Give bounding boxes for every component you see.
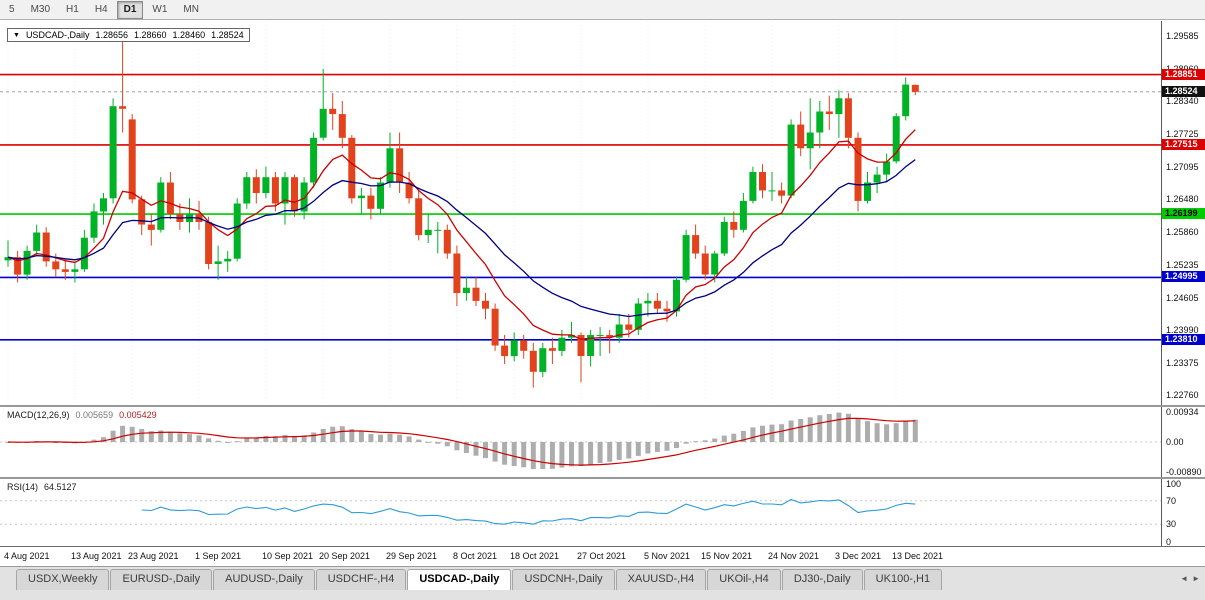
price-axis-label: 1.23990	[1166, 325, 1199, 335]
date-axis-label: 18 Oct 2021	[510, 551, 560, 561]
price-badge: 1.28524	[1162, 86, 1205, 97]
price-axis-label: 1.22760	[1166, 390, 1199, 400]
rsi-axis-label: 30	[1166, 519, 1177, 529]
date-axis-label: 24 Nov 2021	[768, 551, 820, 561]
chart-tab-bar: USDX,Weekly EURUSD-,Daily AUDUSD-,Daily USD…	[0, 566, 1205, 600]
date-axis[interactable]: 4 Aug 2021 13 Aug 2021 23 Aug 2021 1 Sep 20…	[0, 546, 1205, 566]
timeframe-button-mn[interactable]: MN	[183, 3, 199, 15]
macd-label: MACD(12,26,9) 0.005659 0.005429	[7, 410, 157, 420]
macd-axis[interactable]: 0.00934 0.00 -0.00890	[1161, 407, 1205, 477]
chart-tab-ukoil-h4[interactable]: UKOil-,H4	[707, 569, 781, 590]
timeframe-button-5[interactable]: 5	[9, 3, 15, 15]
date-axis-label: 5 Nov 2021	[644, 551, 691, 561]
timeframe-button-d1[interactable]: D1	[116, 0, 144, 19]
rsi-panel[interactable]: RSI(14) 64.5127 100 70 30 0	[0, 479, 1205, 547]
price-axis-label: 1.27095	[1166, 162, 1199, 172]
macd-axis-label: 0.00	[1166, 437, 1184, 447]
macd-panel[interactable]: MACD(12,26,9) 0.005659 0.005429 0.00934 0…	[0, 407, 1205, 477]
panel-splitter[interactable]	[0, 477, 1205, 479]
ohlc-low: 1.28460	[172, 30, 206, 40]
macd-chart[interactable]	[0, 407, 1161, 477]
date-axis-label: 29 Sep 2021	[386, 551, 438, 561]
date-axis-label: 4 Aug 2021	[4, 551, 50, 561]
price-axis-label: 1.28340	[1166, 96, 1199, 106]
price-axis-label: 1.29585	[1166, 31, 1199, 41]
price-axis-label: 1.26480	[1166, 194, 1199, 204]
price-badge: 1.24995	[1162, 271, 1205, 282]
chart-tab-eurusd-daily[interactable]: EURUSD-,Daily	[110, 569, 213, 590]
macd-signal-value: 0.005429	[119, 410, 157, 420]
price-badge: 1.27515	[1162, 139, 1205, 150]
macd-axis-label: 0.00934	[1166, 407, 1199, 417]
price-axis-label: 1.23375	[1166, 358, 1199, 368]
ohlc-open: 1.28656	[95, 30, 128, 40]
price-badge: 1.28851	[1162, 69, 1205, 80]
chart-tab-audusd-daily[interactable]: AUDUSD-,Daily	[213, 569, 315, 590]
date-axis-label: 15 Nov 2021	[701, 551, 753, 561]
timeframe-button-h4[interactable]: H4	[94, 3, 108, 15]
date-axis-label: 23 Aug 2021	[128, 551, 179, 561]
rsi-label: RSI(14) 64.5127	[7, 482, 77, 492]
date-axis-label: 1 Sep 2021	[195, 551, 242, 561]
chart-tab-xauusd-h4[interactable]: XAUUSD-,H4	[615, 569, 707, 590]
price-axis[interactable]: 1.295851.289601.283401.277251.270951.264…	[1161, 21, 1205, 405]
rsi-chart[interactable]	[0, 479, 1161, 546]
date-axis-label: 10 Sep 2021	[262, 551, 314, 561]
timeframe-button-m30[interactable]: M30	[30, 3, 51, 15]
chart-tab-usdcad-daily[interactable]: USDCAD-,Daily	[407, 569, 512, 590]
price-axis-label: 1.25235	[1166, 260, 1199, 270]
chart-tab-dj30-daily[interactable]: DJ30-,Daily	[781, 569, 863, 590]
tabs-scroll-left-icon[interactable]: ◄	[1180, 574, 1189, 583]
main-chart-panel[interactable]: ▼ USDCAD-,Daily 1.28656 1.28660 1.28460 …	[0, 21, 1205, 405]
date-axis-label: 27 Oct 2021	[577, 551, 627, 561]
price-axis-label: 1.24605	[1166, 293, 1199, 303]
macd-value: 0.005659	[75, 410, 114, 420]
price-badge: 1.23810	[1162, 334, 1205, 345]
price-axis-label: 1.25860	[1166, 227, 1199, 237]
timeframe-button-w1[interactable]: W1	[152, 3, 168, 15]
rsi-axis-label: 100	[1166, 479, 1182, 489]
chart-tab-usdx-weekly[interactable]: USDX,Weekly	[16, 569, 110, 590]
macd-axis-label: -0.00890	[1166, 467, 1202, 477]
chart-tab-usdcnh-daily[interactable]: USDCNH-,Daily	[512, 569, 615, 590]
date-axis-label: 13 Dec 2021	[892, 551, 944, 561]
ohlc-close: 1.28524	[211, 30, 244, 40]
timeframe-button-h1[interactable]: H1	[66, 3, 79, 15]
rsi-axis-label: 0	[1166, 537, 1172, 547]
date-axis-label: 8 Oct 2021	[453, 551, 498, 561]
rsi-axis[interactable]: 100 70 30 0	[1161, 479, 1205, 547]
timeframe-toolbar: 5 M30 H1 H4 D1 W1 MN	[0, 0, 1205, 20]
price-axis-label: 1.27725	[1166, 129, 1199, 139]
date-axis-label: 20 Sep 2021	[319, 551, 371, 561]
symbol-header[interactable]: ▼ USDCAD-,Daily 1.28656 1.28660 1.28460 …	[7, 28, 250, 42]
ohlc-high: 1.28660	[134, 30, 167, 40]
candlestick-chart[interactable]	[0, 21, 1161, 405]
rsi-axis-label: 70	[1166, 496, 1177, 506]
panel-splitter[interactable]	[0, 405, 1205, 407]
date-axis-label: 3 Dec 2021	[835, 551, 882, 561]
tabs-scroll-right-icon[interactable]: ►	[1192, 574, 1200, 583]
date-axis-label: 13 Aug 2021	[71, 551, 122, 561]
symbol-title: USDCAD-,Daily	[25, 30, 90, 40]
symbol-dropdown-icon[interactable]: ▼	[13, 31, 20, 39]
chart-tab-uk100-h1[interactable]: UK100-,H1	[863, 569, 943, 590]
price-badge: 1.26199	[1162, 208, 1205, 219]
chart-tab-usdchf-h4[interactable]: USDCHF-,H4	[315, 569, 407, 590]
rsi-value: 64.5127	[44, 482, 77, 492]
